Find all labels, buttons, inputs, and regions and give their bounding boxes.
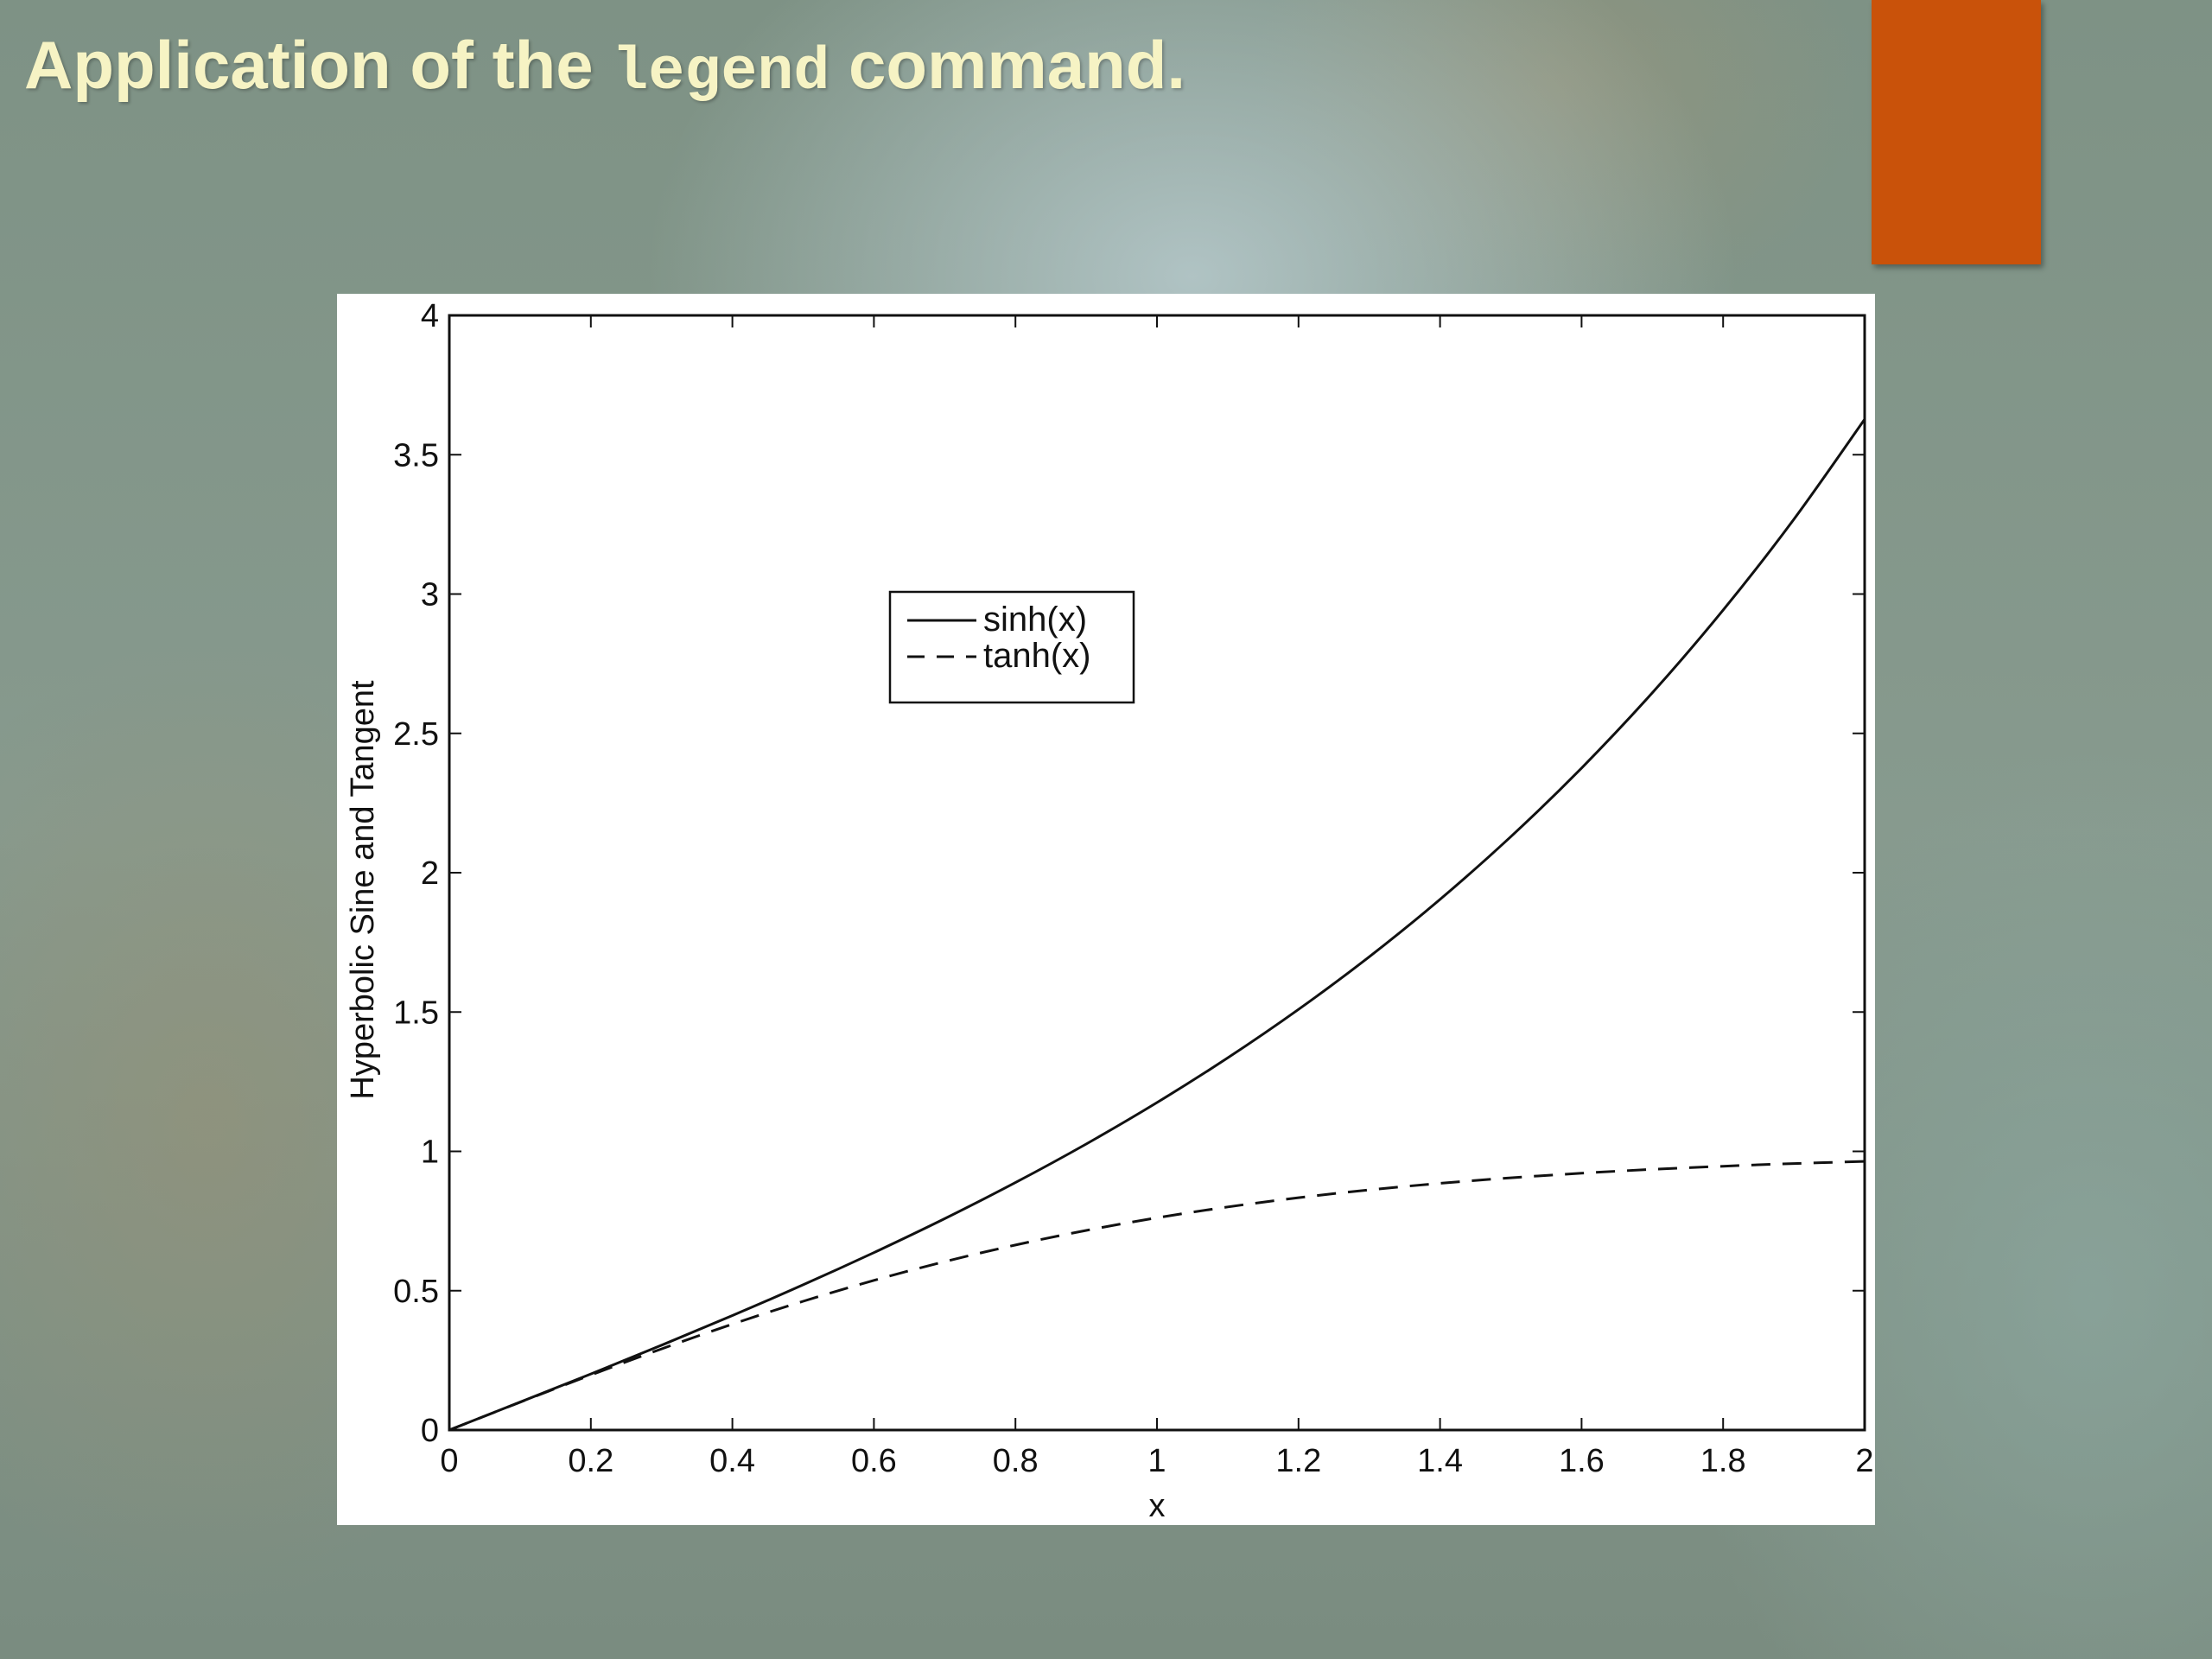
legend-label: tanh(x) bbox=[983, 637, 1091, 675]
title-suffix: command. bbox=[830, 27, 1186, 103]
x-tick-label: 1.4 bbox=[1417, 1443, 1463, 1479]
series-line-sinh bbox=[448, 418, 1866, 1432]
plot-frame bbox=[448, 314, 1866, 1432]
title-code: legend bbox=[612, 39, 830, 107]
chart-figure: 0 0.2 0.4 0.6 0.8 1 1.2 1.4 1.6 1.8 2 0 0.5 1 1.5 2 2.5 3… bbox=[337, 294, 1875, 1525]
y-tick-label: 1 bbox=[421, 1135, 439, 1171]
x-tick-label: 0.8 bbox=[993, 1443, 1039, 1479]
y-tick-label: 2 bbox=[421, 855, 439, 892]
y-tick-label: 3.5 bbox=[393, 437, 439, 474]
x-tick-label: 0.6 bbox=[851, 1443, 897, 1479]
x-tick-label: 1.2 bbox=[1275, 1443, 1321, 1479]
x-tick-label: 0.4 bbox=[709, 1443, 755, 1479]
x-tick-label: 1.8 bbox=[1700, 1443, 1746, 1479]
x-tick-label: 0.2 bbox=[568, 1443, 613, 1479]
y-tick-label: 0.5 bbox=[393, 1274, 439, 1310]
x-tick-label: 0 bbox=[440, 1443, 458, 1479]
y-axis-label: Hyperbolic Sine and Tangent bbox=[345, 680, 381, 1100]
legend-label: sinh(x) bbox=[983, 601, 1087, 639]
line-chart: 0 0.2 0.4 0.6 0.8 1 1.2 1.4 1.6 1.8 2 0 0.5 1 1.5 2 2.5 3… bbox=[345, 298, 1874, 1524]
y-tick-label: 2.5 bbox=[393, 716, 439, 753]
y-tick-label: 4 bbox=[421, 298, 439, 334]
y-tick-label: 0 bbox=[421, 1413, 439, 1449]
legend-box bbox=[888, 590, 1135, 704]
x-tick-label: 2 bbox=[1855, 1443, 1873, 1479]
accent-block bbox=[1872, 0, 2041, 264]
slide-title: Application of the legend command. bbox=[24, 26, 1185, 107]
series-line-tanh bbox=[448, 1160, 1866, 1432]
y-tick-label: 1.5 bbox=[393, 995, 439, 1031]
x-tick-label: 1.6 bbox=[1559, 1443, 1605, 1479]
y-tick-label: 3 bbox=[421, 577, 439, 613]
title-prefix: Application of the bbox=[24, 27, 613, 103]
x-axis-label: x bbox=[1149, 1488, 1166, 1524]
x-tick-label: 1 bbox=[1147, 1443, 1166, 1479]
